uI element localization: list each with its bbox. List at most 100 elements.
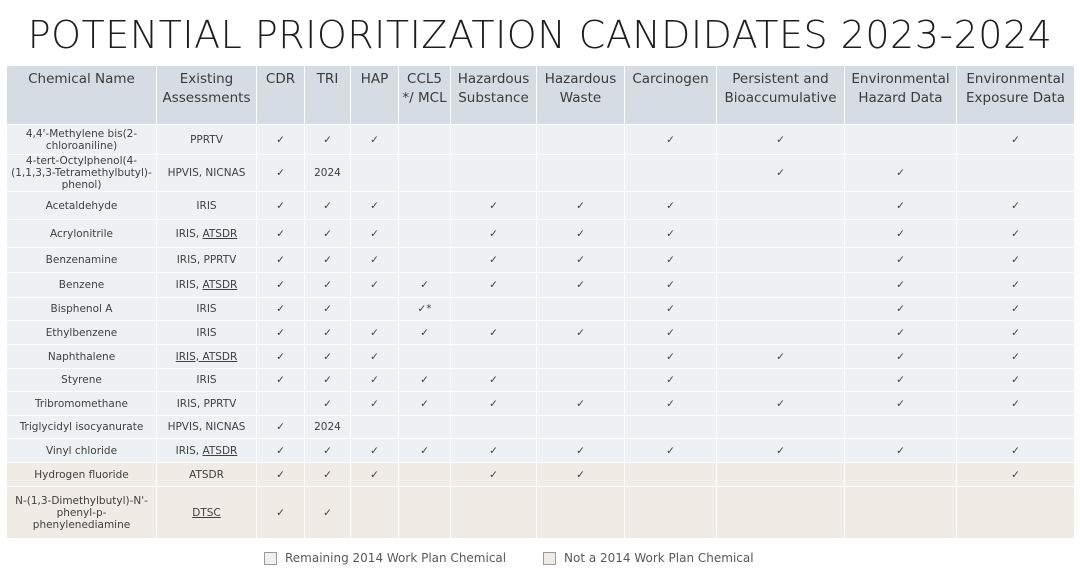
assessment-link[interactable]: DTSC [192, 506, 221, 519]
check-icon: ✓ [256, 124, 305, 155]
assessment-text: PPRTV [190, 133, 223, 146]
check-icon: ✓ [350, 191, 399, 220]
table-row: Triglycidyl isocyanurate HPVIS, NICNAS ✓ 20… [6, 415, 1075, 439]
chemical-name-cell: Naphthalene [6, 344, 157, 369]
column-header: TRI [304, 65, 351, 125]
table-cell [398, 191, 451, 220]
check-icon: ✓ [304, 320, 351, 345]
assessment-cell: IRIS [156, 320, 257, 345]
check-icon: ✓ [450, 191, 537, 220]
table-cell [716, 247, 845, 273]
check-icon: ✓ [624, 438, 717, 463]
check-icon: ✓ [956, 368, 1075, 392]
check-icon: ✓ [956, 462, 1075, 487]
page-title: POTENTIAL PRIORITIZATION CANDIDATES 2023… [27, 13, 1053, 57]
assessment-cell: PPRTV [156, 124, 257, 155]
assessment-link[interactable]: ATSDR [202, 227, 238, 240]
assessment-text: IRIS, [175, 227, 203, 240]
assessment-cell: IRIS [156, 368, 257, 392]
check-icon: ✓ [398, 320, 451, 345]
check-icon: ✓ [304, 191, 351, 220]
column-header: Environmental Hazard Data [844, 65, 957, 125]
table-cell [350, 154, 399, 192]
table-cell [536, 344, 625, 369]
check-icon: ✓ [304, 297, 351, 321]
table-row: Styrene IRIS ✓ ✓ ✓ ✓ ✓ ✓ ✓ ✓ [6, 368, 1075, 392]
table-cell: 2024 [304, 415, 351, 439]
table-cell [716, 368, 845, 392]
check-icon: ✓ [956, 391, 1075, 416]
chemical-name-cell: Styrene [6, 368, 157, 392]
check-icon: ✓ [624, 391, 717, 416]
check-icon: ✓ [450, 368, 537, 392]
assessment-cell: IRIS [156, 191, 257, 220]
legend-item-not: Not a 2014 Work Plan Chemical [543, 551, 754, 565]
table-cell [350, 297, 399, 321]
assessment-cell: IRIS, ATSDR [156, 219, 257, 248]
column-header: Hazardous Substance [450, 65, 537, 125]
check-icon: ✓ [624, 272, 717, 298]
check-icon: ✓ [624, 219, 717, 248]
check-icon: ✓ [844, 154, 957, 192]
check-icon: ✓ [624, 368, 717, 392]
column-header: Hazardous Waste [536, 65, 625, 125]
assessment-link[interactable]: ATSDR [202, 444, 238, 457]
table-cell [624, 154, 717, 192]
check-icon: ✓ [256, 368, 305, 392]
assessment-cell: ATSDR [156, 462, 257, 487]
chemical-name-cell: Bisphenol A [6, 297, 157, 321]
check-icon: ✓ [844, 320, 957, 345]
check-icon: ✓ [350, 247, 399, 273]
legend: Remaining 2014 Work Plan Chemical Not a … [0, 551, 1080, 567]
check-icon: ✓ [350, 368, 399, 392]
assessment-text: HPVIS, NICNAS [167, 421, 246, 433]
column-header: CDR [256, 65, 305, 125]
table-cell [450, 415, 537, 439]
check-icon: ✓ [350, 320, 399, 345]
column-header: Chemical Name [6, 65, 157, 125]
check-icon: ✓ [536, 438, 625, 463]
check-icon: ✓ [304, 247, 351, 273]
check-icon: ✓ [398, 391, 451, 416]
legend-swatch [264, 551, 277, 565]
column-header: HAP [350, 65, 399, 125]
table-row: Ethylbenzene IRIS ✓ ✓ ✓ ✓ ✓ ✓ ✓ ✓ ✓ [6, 320, 1075, 345]
table-cell [450, 124, 537, 155]
check-icon: ✓ [956, 124, 1075, 155]
table-cell [450, 486, 537, 539]
table-cell [450, 297, 537, 321]
check-icon: ✓ [536, 219, 625, 248]
check-icon: ✓ [844, 391, 957, 416]
check-icon: ✓ [256, 320, 305, 345]
assessment-cell: IRIS, PPRTV [156, 391, 257, 416]
legend-item-remaining: Remaining 2014 Work Plan Chemical [264, 551, 506, 565]
assessment-text: IRIS, [175, 444, 203, 457]
check-icon: ✓ [450, 462, 537, 487]
table-cell [844, 415, 957, 439]
check-icon: ✓ [350, 344, 399, 369]
table-cell: 2024 [304, 154, 351, 192]
table-cell [624, 462, 717, 487]
check-icon: ✓* [398, 297, 451, 321]
assessment-link[interactable]: IRIS, ATSDR [175, 350, 238, 363]
chemical-name-cell: Acetaldehyde [6, 191, 157, 220]
check-icon: ✓ [350, 391, 399, 416]
check-icon: ✓ [304, 124, 351, 155]
check-icon: ✓ [844, 368, 957, 392]
assessment-text: IRIS [196, 374, 217, 386]
assessment-link[interactable]: ATSDR [202, 279, 238, 291]
table-cell [844, 486, 957, 539]
check-icon: ✓ [450, 391, 537, 416]
check-icon: ✓ [304, 438, 351, 463]
assessment-text: HPVIS, NICNAS [167, 167, 246, 179]
table-cell [256, 391, 305, 416]
chemical-name-cell: 4-tert-Octylphenol(4-(1,1,3,3-Tetramethy… [6, 154, 157, 192]
table-row: 4,4'-Methylene bis(2-chloroaniline) PPRTV… [6, 124, 1075, 155]
check-icon: ✓ [398, 438, 451, 463]
check-icon: ✓ [844, 191, 957, 220]
table-cell [716, 462, 845, 487]
chemical-name-cell: Ethylbenzene [6, 320, 157, 345]
table-cell [398, 344, 451, 369]
check-icon: ✓ [536, 191, 625, 220]
legend-swatch [543, 551, 556, 565]
